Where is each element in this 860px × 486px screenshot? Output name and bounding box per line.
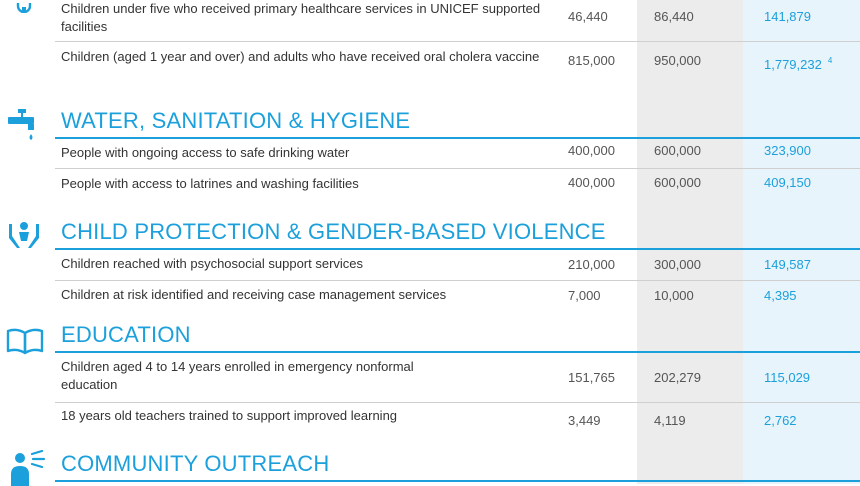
table-row: Children under five who received primary… xyxy=(55,0,860,42)
table-row: Children at risk identified and receivin… xyxy=(55,280,860,314)
sector-target: 400,000 xyxy=(568,143,615,158)
table-row: People with ongoing access to safe drink… xyxy=(55,139,860,169)
row-label: Children reached with psychosocial suppo… xyxy=(61,256,364,271)
sector-target-column xyxy=(549,0,637,484)
unicef-result: 149,587 xyxy=(764,257,811,272)
table-row: 18 years old teachers trained to support… xyxy=(55,402,860,438)
section-rule xyxy=(55,137,860,139)
table-row: Children (aged 1 year and over) and adul… xyxy=(55,41,860,91)
sector-target: 210,000 xyxy=(568,257,615,272)
unicef-target: 600,000 xyxy=(654,143,701,158)
table-row: Children reached with psychosocial suppo… xyxy=(55,250,860,281)
sector-target: 46,440 xyxy=(568,9,608,24)
unicef-target: 600,000 xyxy=(654,175,701,190)
sector-target: 7,000 xyxy=(568,288,601,303)
unicef-result: 409,150 xyxy=(764,175,811,190)
unicef-target: 950,000 xyxy=(654,53,701,68)
table-row: People with access to latrines and washi… xyxy=(55,168,860,202)
section-header-child-protection: CHILD PROTECTION & GENDER-BASED VIOLENCE xyxy=(0,216,860,250)
section-rule xyxy=(55,248,860,250)
section-header-education: EDUCATION xyxy=(0,319,860,355)
footnote-marker: 4 xyxy=(827,56,833,65)
unicef-target: 4,119 xyxy=(654,413,686,428)
unicef-result: 2,762 xyxy=(764,413,797,428)
section-title: EDUCATION xyxy=(61,322,191,347)
sector-target: 151,765 xyxy=(568,370,615,385)
row-label: 18 years old teachers trained to support… xyxy=(61,408,398,423)
row-label: Children aged 4 to 14 years enrolled in … xyxy=(61,359,414,392)
table-row: Children aged 4 to 14 years enrolled in … xyxy=(55,353,860,403)
row-label: Children under five who received primary… xyxy=(61,1,541,34)
water-tap-icon xyxy=(6,107,42,140)
unicef-result: 115,029 xyxy=(764,370,811,385)
unicef-target: 300,000 xyxy=(654,257,701,272)
section-rule xyxy=(55,351,860,353)
unicef-target: 202,279 xyxy=(654,370,701,385)
section-title: COMMUNITY OUTREACH xyxy=(61,451,330,476)
hands-child-icon xyxy=(6,218,42,250)
section-header-community-outreach: COMMUNITY OUTREACH xyxy=(0,448,860,486)
unicef-result: 1,779,232 4 xyxy=(764,52,832,74)
row-label: Children at risk identified and receivin… xyxy=(61,287,447,302)
unicef-result: 4,395 xyxy=(764,288,797,303)
row-label: People with access to latrines and washi… xyxy=(61,176,359,191)
health-icon xyxy=(12,0,36,14)
unicef-result: 141,879 xyxy=(764,9,811,24)
unicef-result-column xyxy=(743,0,860,484)
open-book-icon xyxy=(6,321,44,355)
sector-target: 400,000 xyxy=(568,175,615,190)
unicef-target-column xyxy=(637,0,743,484)
row-label: People with ongoing access to safe drink… xyxy=(61,145,350,160)
unicef-target: 86,440 xyxy=(654,9,694,24)
megaphone-person-icon xyxy=(6,450,46,486)
unicef-target: 10,000 xyxy=(654,288,694,303)
unicef-result-value: 1,779,232 xyxy=(764,57,822,72)
section-rule xyxy=(55,480,860,482)
sector-target: 3,449 xyxy=(568,413,601,428)
sector-target: 815,000 xyxy=(568,53,615,68)
section-header-wash: WATER, SANITATION & HYGIENE xyxy=(0,105,860,140)
section-title: CHILD PROTECTION & GENDER-BASED VIOLENCE xyxy=(61,219,606,244)
section-title: WATER, SANITATION & HYGIENE xyxy=(61,108,411,133)
row-label: Children (aged 1 year and over) and adul… xyxy=(61,49,540,64)
unicef-result: 323,900 xyxy=(764,143,811,158)
